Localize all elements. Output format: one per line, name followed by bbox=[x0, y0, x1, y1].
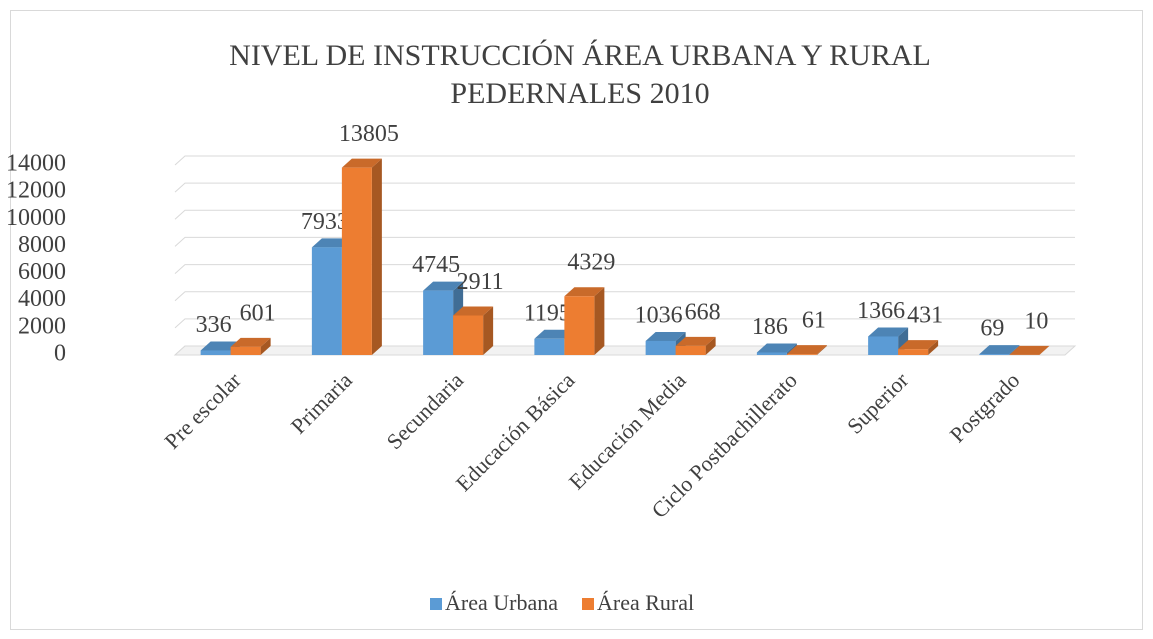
data-label: 4745 bbox=[412, 252, 460, 278]
bar-top bbox=[1009, 345, 1050, 355]
data-label: 2911 bbox=[457, 269, 504, 295]
bar-top bbox=[423, 281, 464, 291]
bar-top bbox=[756, 343, 797, 353]
floor bbox=[173, 345, 1077, 356]
y-tick-label: 12000 bbox=[6, 178, 66, 204]
bar bbox=[423, 290, 454, 355]
legend-label: Área Urbana bbox=[445, 590, 558, 615]
bar bbox=[453, 315, 484, 355]
bar-side bbox=[816, 345, 827, 355]
data-label: 1195 bbox=[524, 300, 571, 326]
bar-side bbox=[260, 337, 271, 355]
data-label: 1036 bbox=[635, 302, 683, 328]
grid-line bbox=[174, 182, 1075, 193]
bar bbox=[534, 338, 565, 355]
bar-top bbox=[341, 158, 382, 168]
y-tick-label: 0 bbox=[54, 341, 66, 367]
bar-top bbox=[645, 331, 686, 341]
chart-title: NIVEL DE INSTRUCCIÓN ÁREA URBANA Y RURAL bbox=[229, 39, 931, 72]
y-tick-label: 4000 bbox=[18, 286, 66, 312]
y-tick-label: 14000 bbox=[6, 151, 66, 177]
bar-top bbox=[453, 306, 494, 316]
data-label: 10 bbox=[1024, 308, 1048, 334]
bar-side bbox=[483, 306, 494, 355]
y-tick-label: 10000 bbox=[6, 205, 66, 231]
bar-top bbox=[898, 340, 939, 350]
data-label: 601 bbox=[240, 300, 276, 326]
data-label: 13805 bbox=[339, 121, 399, 147]
legend-label: Área Rural bbox=[597, 590, 694, 615]
grid-line bbox=[174, 318, 1075, 329]
data-label: 1366 bbox=[857, 298, 905, 324]
bar-side bbox=[594, 287, 605, 355]
bar bbox=[341, 167, 372, 355]
bar-top bbox=[868, 327, 909, 337]
bar bbox=[979, 354, 1010, 355]
bar-top bbox=[979, 345, 1020, 355]
data-label: 69 bbox=[980, 316, 1004, 342]
grid-line bbox=[174, 155, 1075, 166]
bar-side bbox=[705, 336, 716, 355]
grid-line bbox=[174, 236, 1075, 247]
data-label: 4329 bbox=[567, 250, 615, 276]
bar bbox=[645, 340, 676, 355]
y-tick-label: 2000 bbox=[18, 313, 66, 339]
y-tick-label: 6000 bbox=[18, 259, 66, 285]
bar bbox=[230, 346, 261, 355]
legend-swatch bbox=[430, 598, 442, 610]
bar bbox=[786, 354, 817, 355]
grid-line bbox=[174, 209, 1075, 220]
data-label: 7933 bbox=[301, 209, 349, 235]
bar-side bbox=[1039, 345, 1050, 355]
bar bbox=[311, 247, 342, 355]
grid-line bbox=[174, 291, 1075, 302]
bar-top bbox=[564, 287, 605, 297]
data-label: 61 bbox=[802, 308, 826, 334]
data-label: 186 bbox=[752, 314, 788, 340]
bar-top bbox=[675, 336, 716, 346]
chart-title: PEDERNALES 2010 bbox=[450, 77, 709, 110]
data-label: 668 bbox=[685, 299, 721, 325]
bar bbox=[756, 352, 787, 355]
y-tick-label: 8000 bbox=[18, 232, 66, 258]
bar-side bbox=[371, 158, 382, 355]
bar bbox=[868, 336, 899, 355]
data-label: 431 bbox=[907, 303, 943, 329]
data-label: 336 bbox=[196, 312, 232, 338]
legend-swatch bbox=[582, 598, 594, 610]
bar bbox=[200, 350, 231, 355]
bar-top bbox=[786, 345, 827, 355]
grid-line bbox=[174, 264, 1075, 274]
bar-side bbox=[1009, 345, 1020, 355]
bar-top bbox=[230, 337, 271, 347]
bar bbox=[675, 345, 706, 355]
bar bbox=[564, 296, 595, 355]
bar bbox=[898, 349, 929, 355]
bar-side bbox=[928, 340, 939, 355]
